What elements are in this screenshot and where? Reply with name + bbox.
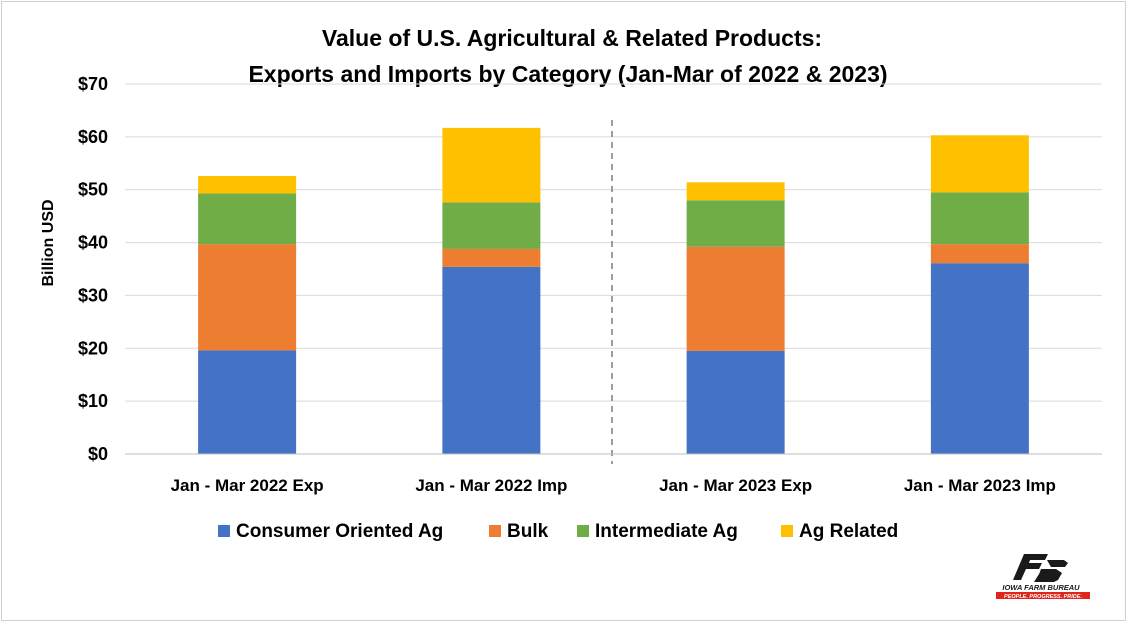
y-tick-label: $20 (78, 338, 108, 358)
bar-segment (686, 182, 785, 201)
legend: Consumer Oriented Ag Bulk Intermediate Ag A… (218, 521, 898, 542)
legend-label: Intermediate Ag (595, 521, 738, 542)
bar-segment (198, 350, 297, 454)
y-axis-label: Billion USD (40, 199, 57, 286)
bar-segment (930, 135, 1029, 193)
y-tick-label: $10 (78, 391, 108, 411)
fb-logo-mark-icon (1013, 554, 1068, 582)
bar-segment (930, 244, 1029, 264)
y-tick-label: $70 (78, 74, 108, 94)
bar-segment (198, 244, 297, 351)
x-tick-label: Jan - Mar 2023 Imp (904, 476, 1056, 495)
iowa-farm-bureau-logo: IOWA FARM BUREAU PEOPLE. PROGRESS. PRIDE… (996, 554, 1090, 600)
y-tick-label: $60 (78, 127, 108, 147)
legend-swatch (577, 525, 589, 537)
legend-swatch (489, 525, 501, 537)
logo-name: IOWA FARM BUREAU (1002, 583, 1080, 592)
x-tick-label: Jan - Mar 2023 Exp (659, 476, 812, 495)
logo-tagline-band (996, 592, 1090, 599)
bar-segment (198, 175, 297, 194)
chart-title-line-1: Value of U.S. Agricultural & Related Pro… (322, 25, 822, 51)
y-tick-label: $30 (78, 285, 108, 305)
bar-segment (930, 263, 1029, 454)
legend-label: Consumer Oriented Ag (236, 521, 443, 542)
legend-label: Bulk (507, 521, 549, 542)
chart-title-line-2: Exports and Imports by Category (Jan-Mar… (248, 61, 887, 87)
bar-segment (442, 266, 541, 454)
legend-label: Ag Related (799, 521, 898, 542)
x-tick-label: Jan - Mar 2022 Exp (171, 476, 324, 495)
bar-segment (442, 248, 541, 267)
y-axis-ticks: $0 $10 $20 $30 $40 $50 $60 $70 (78, 74, 108, 464)
bar-segment (442, 127, 541, 203)
legend-swatch (781, 525, 793, 537)
y-tick-label: $50 (78, 180, 108, 200)
bar-segment (686, 200, 785, 247)
bar-segment (686, 246, 785, 351)
logo-tagline: PEOPLE. PROGRESS. PRIDE. (1004, 594, 1082, 600)
bar-segment (442, 202, 541, 249)
legend-swatch (218, 525, 230, 537)
y-tick-label: $0 (88, 444, 108, 464)
x-tick-label: Jan - Mar 2022 Imp (415, 476, 567, 495)
bar-segment (198, 193, 297, 245)
y-tick-label: $40 (78, 233, 108, 253)
bars (198, 127, 1029, 454)
bar-segment (930, 192, 1029, 245)
bar-segment (686, 350, 785, 454)
x-axis-ticks: Jan - Mar 2022 Exp Jan - Mar 2022 Imp Jan … (171, 476, 1056, 495)
